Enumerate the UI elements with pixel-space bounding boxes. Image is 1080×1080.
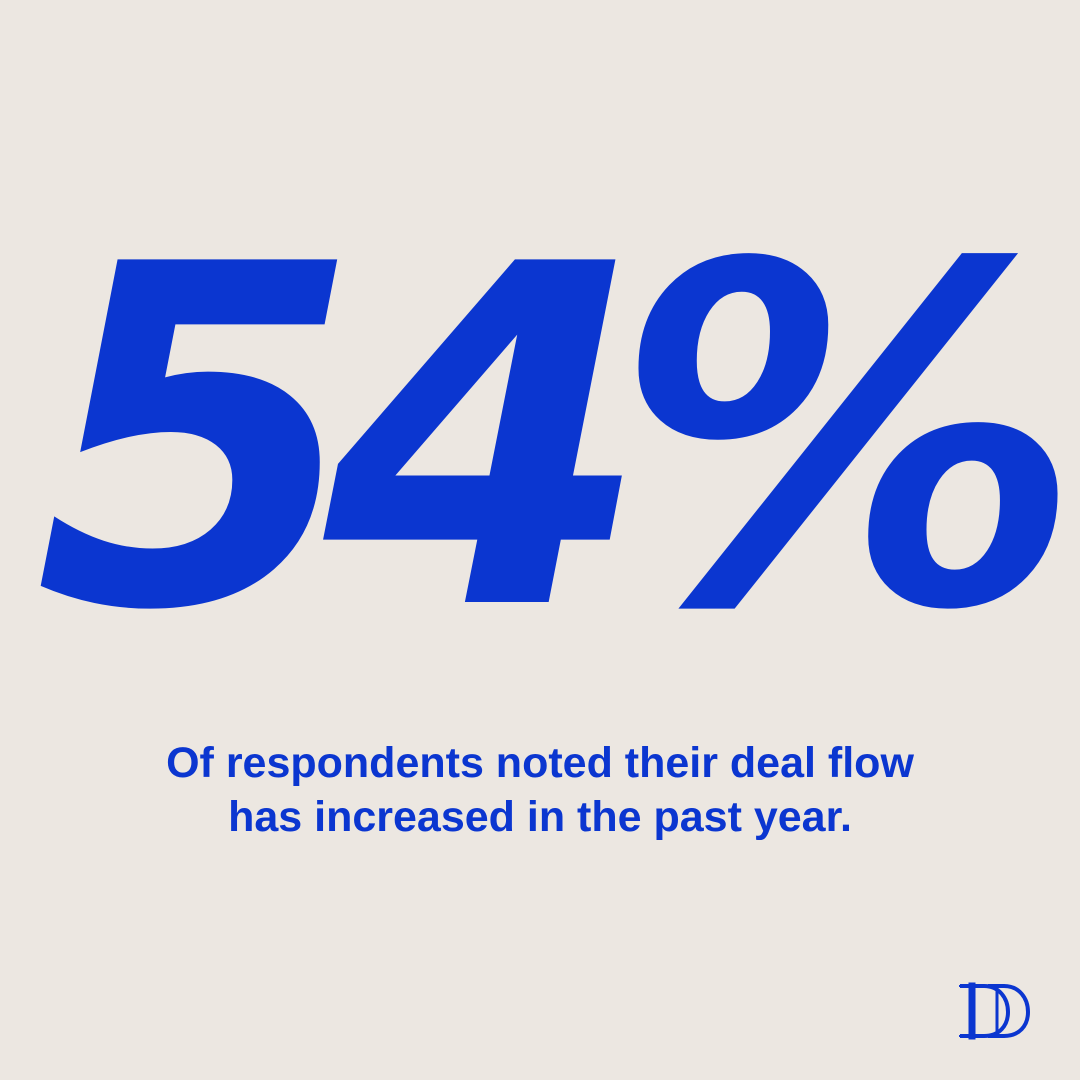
statistic-value: 54% [34,166,1080,713]
caption-line-1: Of respondents noted their deal flow [166,739,914,787]
statistic-caption: Of respondents noted their deal flow has… [90,736,990,844]
caption-line-2: has increased in the past year. [228,793,852,841]
dd-monogram-logo [959,982,1031,1040]
